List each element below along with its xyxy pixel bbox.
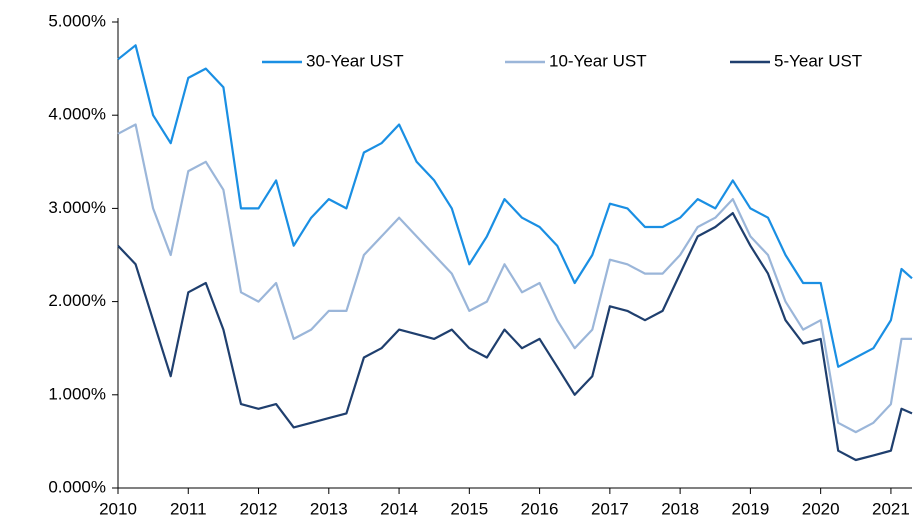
x-tick-label: 2015 bbox=[450, 499, 488, 518]
y-tick-label: 3.000% bbox=[48, 198, 106, 217]
series-line bbox=[117, 123, 912, 434]
y-tick-label: 2.000% bbox=[48, 291, 106, 310]
legend-label: 30-Year UST bbox=[306, 51, 404, 70]
x-tick-label: 2010 bbox=[99, 499, 137, 518]
x-tick-label: 2012 bbox=[240, 499, 278, 518]
series-line bbox=[117, 212, 913, 462]
legend-label: 10-Year UST bbox=[549, 51, 647, 70]
legend-label: 5-Year UST bbox=[774, 51, 862, 70]
x-tick-label: 2016 bbox=[521, 499, 559, 518]
x-tick-label: 2019 bbox=[731, 499, 769, 518]
x-tick-label: 2020 bbox=[802, 499, 840, 518]
y-tick-label: 5.000% bbox=[48, 11, 106, 30]
x-tick-label: 2013 bbox=[310, 499, 348, 518]
y-tick-label: 0.000% bbox=[48, 477, 106, 496]
y-tick-label: 1.000% bbox=[48, 384, 106, 403]
series-line bbox=[117, 44, 913, 368]
x-tick-label: 2011 bbox=[170, 499, 207, 518]
y-tick-label: 4.000% bbox=[48, 105, 106, 124]
x-tick-label: 2014 bbox=[380, 499, 418, 518]
x-tick-label: 2017 bbox=[591, 499, 629, 518]
x-tick-label: 2021 bbox=[872, 499, 910, 518]
x-tick-label: 2018 bbox=[661, 499, 699, 518]
